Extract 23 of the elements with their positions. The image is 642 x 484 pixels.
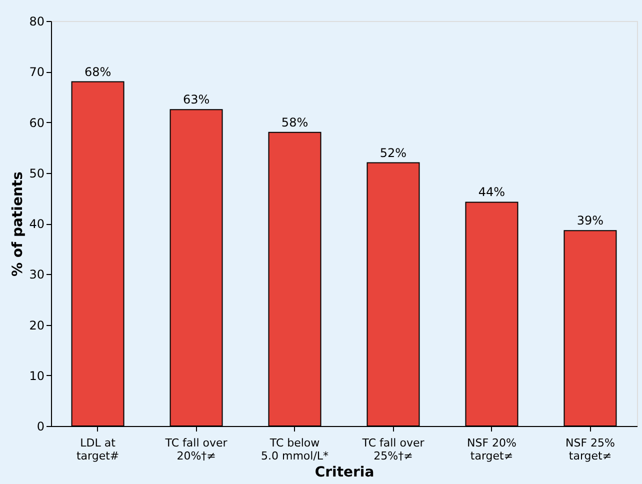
y-axis-title: % of patients: [10, 172, 26, 276]
y-tick-label: 60: [29, 116, 44, 130]
y-tick-label: 70: [29, 65, 44, 80]
data-label: 52%: [380, 146, 407, 160]
x-tick-label: TC fall over 25%†≠: [361, 436, 425, 462]
x-axis-title: Criteria: [314, 464, 374, 480]
y-tick-label: 20: [29, 318, 44, 332]
y-tick-label: 30: [29, 268, 44, 282]
x-tick-label: NSF 25% target≠: [565, 436, 615, 462]
x-tick-label: NSF 20% target≠: [466, 436, 516, 462]
y-tick-label: 0: [36, 420, 44, 434]
y-tick-label: 40: [29, 217, 44, 231]
data-label: 44%: [478, 185, 506, 200]
x-tick-label: TC fall over 20%†≠: [164, 436, 228, 462]
y-tick-label: 10: [29, 368, 44, 383]
data-label: 39%: [576, 214, 604, 228]
y-tick-label: 80: [29, 14, 44, 28]
data-label: 58%: [281, 115, 308, 130]
data-label: 68%: [84, 64, 112, 79]
data-label: 63%: [182, 92, 210, 107]
x-tick-label: LDL at target#: [76, 436, 120, 462]
y-tick-label: 50: [29, 166, 44, 180]
x-tick-label: TC below 5.0 mmol/L*: [260, 436, 330, 462]
